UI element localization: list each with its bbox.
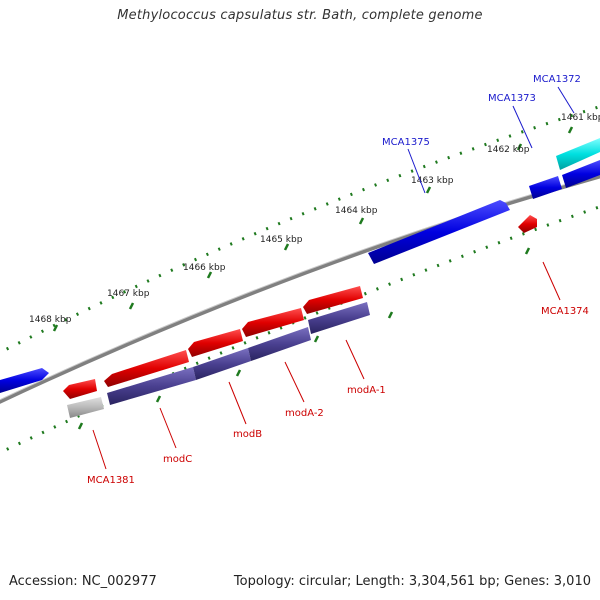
- ruler-label: 1466 kbp: [183, 263, 226, 273]
- label-mca1375: MCA1375: [382, 137, 430, 148]
- ruler-label: 1462 kbp: [487, 145, 530, 155]
- gene-mca1375[interactable]: [368, 200, 510, 264]
- label-moda-2: modA-2: [285, 408, 324, 419]
- genome-summary-text: Topology: circular; Length: 3,304,561 bp…: [233, 574, 591, 589]
- gene-modb[interactable]: [188, 329, 243, 357]
- label-modb: modB: [233, 429, 262, 440]
- gene-labels: MCA1372 MCA1373 MCA1375 MCA1374 MCA1381 …: [87, 74, 589, 486]
- gene-mca1374[interactable]: [518, 215, 537, 233]
- gene-mca1372[interactable]: [556, 138, 600, 170]
- cds-band-modb[interactable]: [193, 348, 251, 380]
- genome-backbone: [0, 174, 600, 404]
- ruler-labels: 1461 kbp 1462 kbp 1463 kbp 1464 kbp 1465…: [29, 113, 600, 325]
- gene-moda-1[interactable]: [303, 286, 363, 314]
- rna-band-mca1381[interactable]: [67, 397, 104, 418]
- label-mca1372: MCA1372: [533, 74, 581, 85]
- cds-bands: [67, 302, 370, 418]
- cds-band-moda-2[interactable]: [248, 327, 311, 361]
- accession-text: Accession: NC_002977: [9, 574, 157, 589]
- label-modc: modC: [163, 454, 192, 465]
- cds-band-moda-1[interactable]: [308, 302, 370, 334]
- cds-band-modc[interactable]: [107, 367, 196, 405]
- reverse-genes: [63, 215, 537, 399]
- gene-mca1381[interactable]: [63, 379, 97, 399]
- gene-modc[interactable]: [104, 350, 189, 387]
- leader-lines: [92, 86, 575, 470]
- ruler-label: 1467 kbp: [107, 289, 150, 299]
- gene-mca1373[interactable]: [529, 176, 562, 199]
- gene-moda-2[interactable]: [242, 308, 304, 337]
- ruler-label: 1464 kbp: [335, 206, 378, 216]
- label-mca1381: MCA1381: [87, 475, 135, 486]
- forward-genes: [0, 138, 600, 393]
- gene-forward-left[interactable]: [0, 368, 49, 393]
- ruler-label: 1461 kbp: [561, 113, 600, 123]
- ruler-label: 1463 kbp: [411, 176, 454, 186]
- label-mca1373: MCA1373: [488, 93, 536, 104]
- ruler-label: 1465 kbp: [260, 235, 303, 245]
- label-mca1374: MCA1374: [541, 306, 589, 317]
- ruler-ticks: [52, 126, 574, 430]
- gene-forward-right[interactable]: [562, 160, 600, 188]
- label-moda-1: modA-1: [347, 385, 386, 396]
- ruler-label: 1468 kbp: [29, 315, 72, 325]
- map-title: Methylococcus capsulatus str. Bath, comp…: [117, 8, 483, 23]
